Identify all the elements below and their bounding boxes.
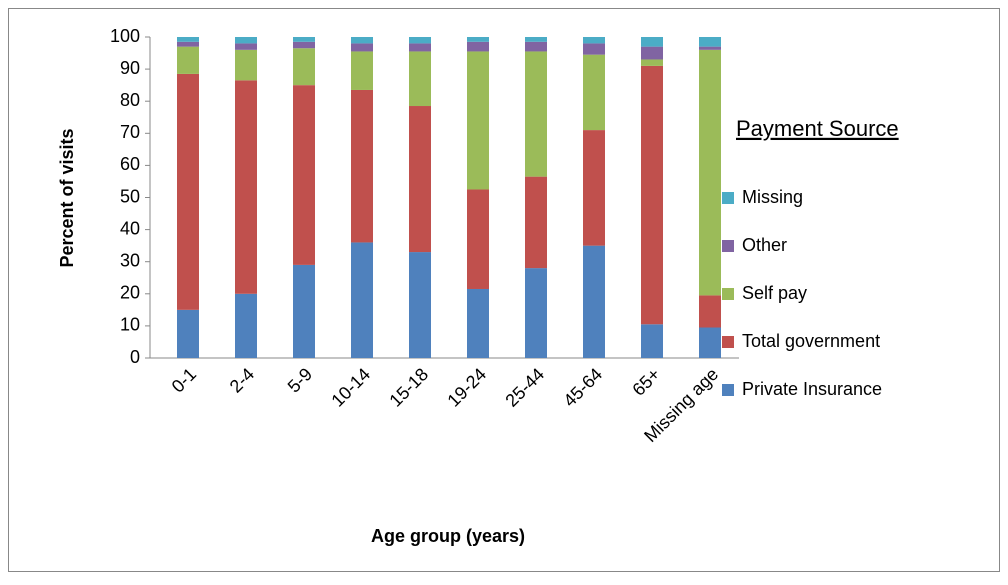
bar-segment [525, 51, 547, 177]
bar-segment [583, 43, 605, 55]
bar-segment [351, 242, 373, 358]
y-tick-label: 50 [120, 186, 140, 206]
legend-swatch [722, 240, 734, 252]
bar-segment [641, 59, 663, 66]
bar-segment [583, 245, 605, 358]
bar-segment [525, 176, 547, 269]
bar-segment [177, 309, 199, 358]
bar-segment [235, 293, 257, 358]
legend-label: Total government [742, 331, 880, 351]
bar-segment [641, 324, 663, 358]
bar-segment [409, 43, 431, 52]
bar-segment [409, 106, 431, 253]
bar-segment [699, 46, 721, 50]
y-tick-label: 40 [120, 218, 140, 238]
y-tick-label: 80 [120, 90, 140, 110]
bar-segment [409, 37, 431, 44]
bar-segment [235, 37, 257, 44]
bar-segment [525, 41, 547, 52]
bar-segment [699, 37, 721, 47]
bar-segment [583, 37, 605, 44]
legend-swatch [722, 192, 734, 204]
bar-segment [177, 46, 199, 74]
bar-segment [467, 41, 489, 52]
bar-segment [409, 51, 431, 107]
bar-segment [641, 46, 663, 60]
y-tick-label: 10 [120, 315, 140, 335]
bar-segment [293, 37, 315, 42]
bar-segment [293, 264, 315, 358]
y-tick-label: 20 [120, 283, 140, 303]
y-tick-label: 30 [120, 250, 140, 270]
bar-segment [177, 37, 199, 42]
bar-segment [583, 54, 605, 131]
legend-label: Missing [742, 187, 803, 207]
bar-segment [467, 37, 489, 42]
bar-segment [641, 37, 663, 47]
bar-segment [351, 89, 373, 243]
y-tick-label: 0 [130, 347, 140, 367]
bar-segment [525, 37, 547, 42]
bar-segment [351, 37, 373, 44]
legend-label: Private Insurance [742, 379, 882, 399]
legend-swatch [722, 384, 734, 396]
bar-segment [177, 41, 199, 47]
y-axis-title: Percent of visits [57, 128, 77, 267]
bar-segment [699, 327, 721, 358]
bar-segment [699, 295, 721, 328]
bar-segment [293, 85, 315, 265]
y-tick-label: 70 [120, 122, 140, 142]
bar-segment [699, 49, 721, 296]
bar-segment [467, 189, 489, 289]
bar-segment [467, 288, 489, 358]
bar-segment [177, 73, 199, 310]
legend-swatch [722, 336, 734, 348]
bar-segment [235, 49, 257, 81]
chart-border [8, 8, 1000, 572]
bar-segment [467, 51, 489, 190]
y-tick-label: 60 [120, 154, 140, 174]
y-tick-label: 90 [120, 58, 140, 78]
bar-segment [293, 41, 315, 49]
legend-swatch [722, 288, 734, 300]
y-tick-label: 100 [110, 26, 140, 46]
legend-title: Payment Source [736, 116, 899, 141]
bar-segment [351, 43, 373, 52]
legend-label: Other [742, 235, 787, 255]
bar-segment [583, 130, 605, 246]
bar-segment [293, 48, 315, 86]
bar-segment [351, 51, 373, 90]
x-axis-title: Age group (years) [371, 526, 525, 546]
bar-segment [641, 65, 663, 325]
bar-segment [409, 252, 431, 358]
bar-segment [235, 43, 257, 50]
bar-segment [235, 80, 257, 294]
legend-label: Self pay [742, 283, 807, 303]
bar-segment [525, 268, 547, 358]
